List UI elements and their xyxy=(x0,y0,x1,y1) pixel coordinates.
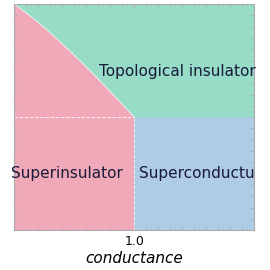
X-axis label: conductance: conductance xyxy=(85,251,183,266)
Polygon shape xyxy=(134,117,254,230)
Polygon shape xyxy=(14,4,254,117)
Text: Superinsulator: Superinsulator xyxy=(11,166,123,181)
Text: Topological insulator: Topological insulator xyxy=(99,65,256,79)
Polygon shape xyxy=(14,4,134,230)
Text: Superconductu: Superconductu xyxy=(139,166,255,181)
